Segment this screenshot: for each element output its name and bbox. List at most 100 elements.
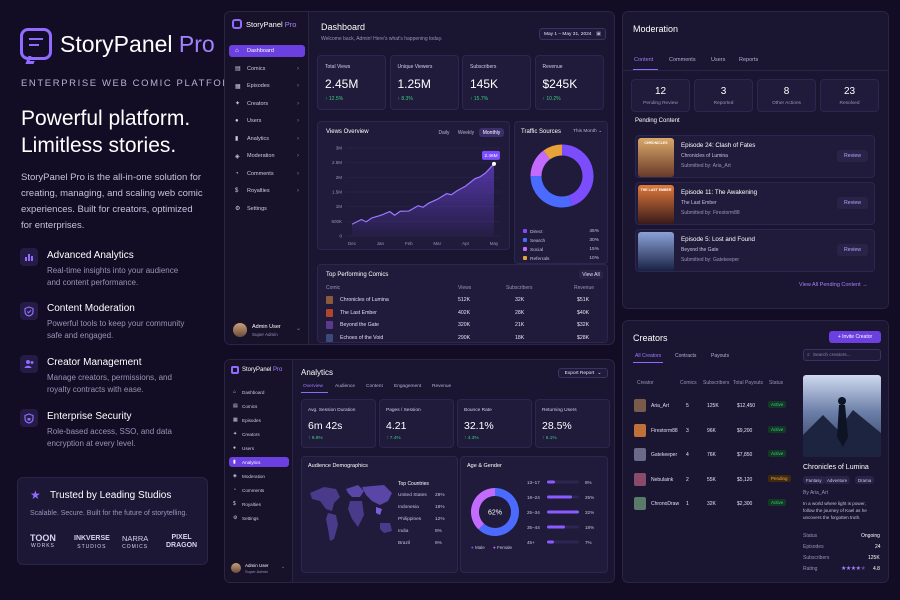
comic-thumbnail[interactable] xyxy=(326,321,333,329)
sidebar-item-royalties[interactable]: $ Royalties › xyxy=(229,185,305,197)
chevron-down-icon[interactable]: ⌄ xyxy=(281,564,286,570)
pending-content-item[interactable]: THE LAST EMBER Episode 11: The Awakening T… xyxy=(635,182,875,225)
avatar[interactable] xyxy=(233,323,247,337)
tab-daily[interactable]: Daily xyxy=(438,129,450,136)
table-row[interactable]: Firestorm88 3 96K $9,200 Active xyxy=(629,421,795,441)
view-all-pending-link[interactable]: View All Pending Content → xyxy=(799,282,868,288)
donut-slice-social[interactable] xyxy=(530,150,551,177)
sidebar-item-comments[interactable]: ◔ Comments xyxy=(229,485,289,495)
sidebar-item-dashboard[interactable]: ⌂ Dashboard xyxy=(229,45,305,57)
chevron-down-icon[interactable]: ⌄ xyxy=(296,326,302,332)
tab-overview[interactable]: Overview xyxy=(303,384,323,389)
data-point[interactable] xyxy=(492,161,496,166)
tab-payouts[interactable]: Payouts xyxy=(711,353,730,359)
age-bar[interactable] xyxy=(547,510,579,514)
sidebar-item-comics[interactable]: ▤ Comics › xyxy=(229,63,305,75)
donut-slice-female[interactable] xyxy=(471,488,496,530)
review-button[interactable]: Review xyxy=(837,197,868,209)
review-button[interactable]: Review xyxy=(837,244,868,256)
review-button[interactable]: Review xyxy=(837,150,868,162)
sidebar-item-analytics[interactable]: ▮ Analytics › xyxy=(229,133,305,145)
tab-contracts[interactable]: Contracts xyxy=(675,353,697,359)
sidebar-item-episodes[interactable]: ▦ Episodes › xyxy=(229,80,305,92)
comic-name[interactable]: Chronicles of Lumina xyxy=(340,297,389,303)
comic-thumbnail[interactable] xyxy=(326,308,333,317)
traffic-filter-dropdown[interactable]: This Month ⌄ xyxy=(573,129,603,134)
sidebar-item-analytics[interactable]: ▮ Analytics xyxy=(229,457,289,467)
comic-name[interactable]: The Last Ember xyxy=(340,309,377,316)
pending-content-item[interactable]: CHRONICLES Episode 24: Clash of Fates Chro… xyxy=(635,135,875,178)
tab-revenue[interactable]: Revenue xyxy=(432,384,452,389)
tab-monthly[interactable]: Monthly xyxy=(479,128,504,137)
feature-desc-line: and content performance. xyxy=(47,278,139,287)
sidebar-item-users[interactable]: ● Users xyxy=(229,443,289,453)
date-range-picker[interactable]: May 1 – May 31, 2024 ▣ xyxy=(539,28,606,40)
view-all-button[interactable]: View All xyxy=(579,270,603,279)
age-bar[interactable] xyxy=(547,540,554,544)
export-report-button[interactable]: Export Report ⌄ xyxy=(558,368,608,378)
sidebar-item-comics[interactable]: ▤ Comics xyxy=(229,401,289,411)
tab-users[interactable]: Users xyxy=(711,57,726,63)
age-value-label: 25% xyxy=(585,495,594,500)
age-value-label: 32% xyxy=(585,510,594,515)
thumbnail-caption: THE LAST EMBER xyxy=(640,188,672,192)
invite-creator-button[interactable]: + Invite Creator xyxy=(829,331,881,343)
tab-reports[interactable]: Reports xyxy=(739,57,759,63)
sidebar-item-settings[interactable]: ⚙ Settings xyxy=(229,513,289,523)
sidebar-item-comments[interactable]: ◔ Comments › xyxy=(229,168,305,180)
tab-weekly[interactable]: Weekly xyxy=(457,129,475,136)
stat-delta: ↑ 10.2% xyxy=(543,96,561,102)
avatar[interactable] xyxy=(231,563,241,573)
donut-slice-male[interactable] xyxy=(478,488,519,536)
status-label: Status xyxy=(803,533,818,539)
sidebar-item-users[interactable]: ● Users › xyxy=(229,115,305,127)
episode-thumbnail[interactable] xyxy=(638,232,674,271)
search-input[interactable]: ⌕ Search creators... xyxy=(803,349,881,361)
episode-comic: Chronicles of Lumina xyxy=(681,153,728,159)
book-icon: ▤ xyxy=(233,403,238,409)
stat-value: 32.1% xyxy=(464,420,494,432)
comic-name[interactable]: Echoes of the Void xyxy=(340,334,384,341)
donut-slice-direct[interactable] xyxy=(561,144,594,206)
comic-desc-line: In a world where light is power, xyxy=(803,501,866,506)
sidebar-item-royalties[interactable]: $ Royalties xyxy=(229,499,289,509)
comic-cover-image[interactable] xyxy=(803,375,881,457)
age-bar[interactable] xyxy=(547,525,565,529)
sidebar-item-creators[interactable]: ✦ Creators xyxy=(229,429,289,439)
sidebar-item-dashboard[interactable]: ⌂ Dashboard xyxy=(229,387,289,397)
sidebar-brand-name: StoryPanel xyxy=(242,367,272,373)
tab-engagement[interactable]: Engagement xyxy=(394,384,422,389)
sidebar-item-creators[interactable]: ✦ Creators › xyxy=(229,98,305,110)
genre-tag[interactable]: Fantasy xyxy=(803,476,825,484)
sidebar-item-moderation[interactable]: ◈ Moderation xyxy=(229,471,289,481)
brand-logo xyxy=(20,28,52,64)
age-bar[interactable] xyxy=(547,495,572,499)
studio-logo-sub: COMICS xyxy=(122,544,149,550)
tab-comments[interactable]: Comments xyxy=(669,57,696,63)
donut-slice-search[interactable] xyxy=(530,175,572,208)
sidebar-item-moderation[interactable]: ◈ Moderation › xyxy=(229,150,305,162)
tab-content[interactable]: Content xyxy=(366,384,383,389)
table-row[interactable]: Aria_Art 5 125K $12,450 Active xyxy=(629,396,795,416)
age-bar[interactable] xyxy=(547,480,555,484)
comic-thumbnail[interactable] xyxy=(326,296,333,304)
tab-content[interactable]: Content xyxy=(634,57,654,63)
comic-thumbnail[interactable] xyxy=(326,333,333,342)
table-row[interactable]: Gatekeeper 4 76K $7,850 Active xyxy=(629,445,795,465)
tab-all-creators[interactable]: All Creators xyxy=(635,353,662,359)
genre-tag[interactable]: Adventure xyxy=(824,476,851,484)
donut-slice-referrals[interactable] xyxy=(543,144,563,160)
episode-thumbnail[interactable]: THE LAST EMBER xyxy=(638,185,674,224)
pending-content-item[interactable]: Episode 5: Lost and Found Beyond the Gate… xyxy=(635,229,875,272)
table-row[interactable]: Nebulaink 2 55K $5,120 Pending xyxy=(629,470,795,490)
sidebar-item-settings[interactable]: ⚙ Settings xyxy=(229,203,305,215)
episode-thumbnail[interactable]: CHRONICLES xyxy=(638,138,674,177)
age-value-label: 7% xyxy=(585,540,592,545)
table-row[interactable]: ChronoDraw 1 32K $2,300 Active xyxy=(629,494,795,514)
genre-tag[interactable]: Drama xyxy=(855,476,875,484)
sidebar-item-episodes[interactable]: ▦ Episodes xyxy=(229,415,289,425)
arrow-up-icon: ↑ xyxy=(464,436,468,441)
studio-logo-text: INKVERSE xyxy=(74,535,110,542)
tab-audience[interactable]: Audience xyxy=(335,384,356,389)
comic-name[interactable]: Beyond the Gate xyxy=(340,322,379,328)
